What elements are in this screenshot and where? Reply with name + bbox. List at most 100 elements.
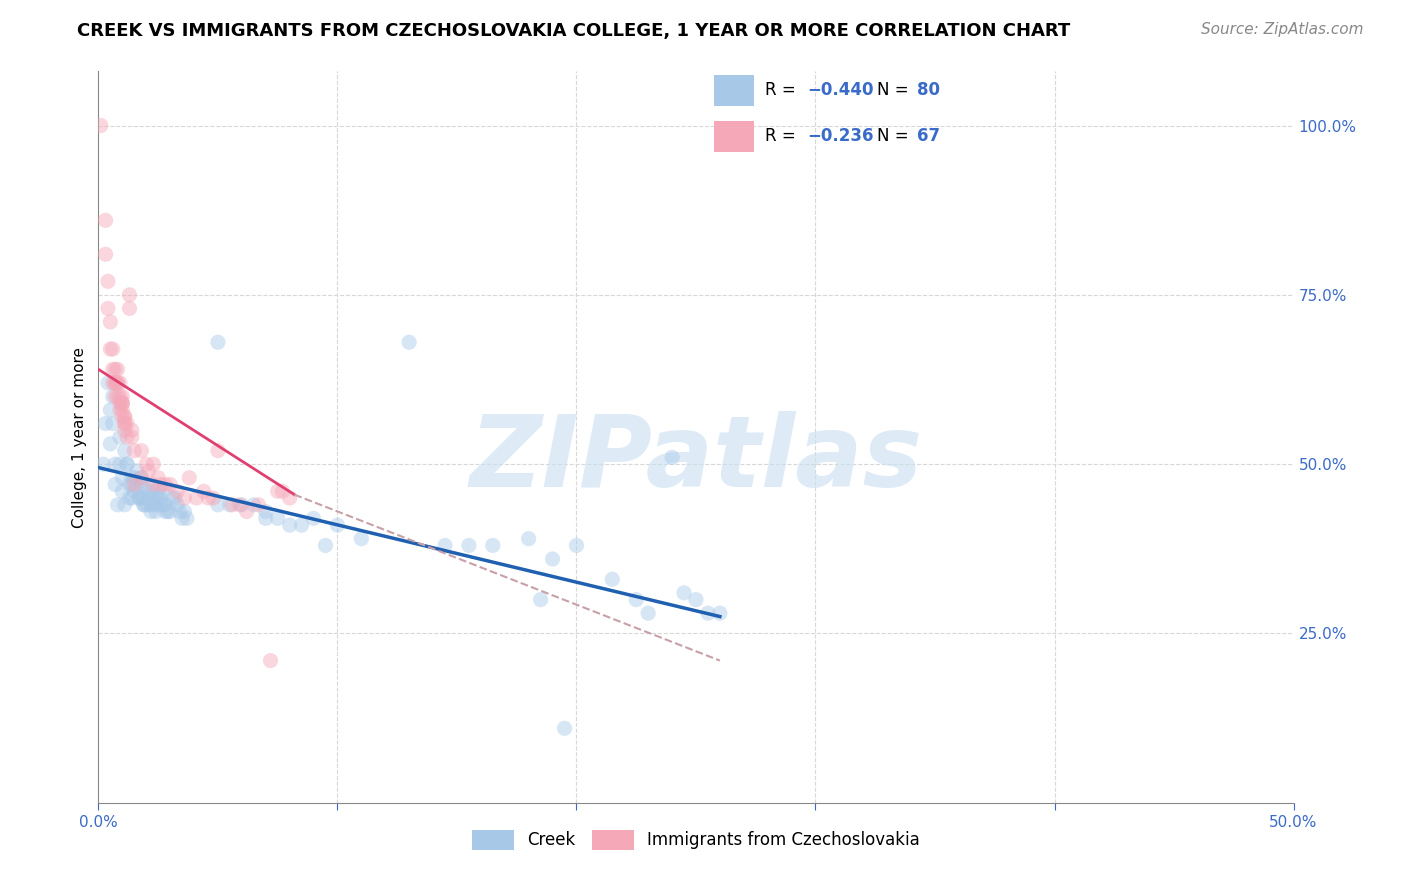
Point [124, 443, 146, 458]
Point [530, 592, 553, 607]
Point [118, 491, 141, 505]
Point [228, 498, 250, 512]
Point [118, 477, 141, 491]
Legend: Creek, Immigrants from Czechoslovakia: Creek, Immigrants from Czechoslovakia [465, 823, 927, 856]
Point [709, 606, 731, 620]
Point [481, 538, 505, 552]
Point [128, 491, 150, 505]
Point [131, 491, 153, 505]
Point [104, 376, 127, 390]
Point [104, 389, 127, 403]
Point [231, 498, 253, 512]
Text: N =: N = [877, 81, 914, 99]
Point [685, 592, 707, 607]
Text: R =: R = [765, 128, 801, 145]
Point [554, 721, 576, 735]
Point [139, 505, 162, 519]
Point [115, 417, 138, 431]
Point [149, 498, 172, 512]
Text: −0.236: −0.236 [807, 128, 873, 145]
Point [315, 538, 337, 552]
Text: R =: R = [765, 81, 801, 99]
Point [94, 247, 117, 261]
Text: N =: N = [877, 128, 914, 145]
Point [186, 491, 208, 505]
Point [207, 335, 229, 350]
Point [142, 498, 165, 512]
Point [626, 592, 648, 607]
Point [149, 491, 172, 505]
Point [132, 498, 155, 512]
Point [121, 423, 143, 437]
Point [221, 498, 243, 512]
Point [302, 511, 325, 525]
Point [107, 362, 129, 376]
Point [149, 477, 172, 491]
Point [114, 417, 136, 431]
Point [350, 532, 373, 546]
Point [111, 471, 134, 485]
Point [114, 443, 136, 458]
Point [207, 498, 229, 512]
Bar [714, 75, 754, 105]
Point [94, 417, 117, 431]
Point [166, 484, 188, 499]
Point [121, 430, 143, 444]
Point [115, 457, 138, 471]
Point [145, 498, 167, 512]
Point [163, 491, 186, 505]
Point [398, 335, 420, 350]
Point [155, 477, 177, 491]
Point [98, 437, 122, 451]
Point [114, 498, 136, 512]
Point [114, 409, 136, 424]
Point [202, 491, 225, 505]
Point [142, 484, 165, 499]
Point [124, 471, 146, 485]
Point [138, 484, 160, 499]
Point [104, 362, 127, 376]
Point [132, 491, 155, 505]
Point [97, 376, 120, 390]
Text: ZIPatlas: ZIPatlas [470, 410, 922, 508]
Point [124, 477, 146, 491]
Point [108, 403, 131, 417]
Point [138, 491, 160, 505]
Point [145, 505, 167, 519]
Point [155, 505, 177, 519]
Point [98, 315, 122, 329]
Point [107, 376, 129, 390]
Point [101, 376, 124, 390]
Point [173, 491, 195, 505]
Point [108, 457, 131, 471]
Point [125, 464, 148, 478]
Point [111, 396, 134, 410]
Point [108, 389, 131, 403]
Point [254, 511, 277, 525]
Point [101, 417, 124, 431]
Point [458, 538, 481, 552]
Point [104, 376, 127, 390]
Point [94, 213, 117, 227]
Text: 67: 67 [917, 128, 939, 145]
Point [118, 301, 141, 316]
Point [176, 511, 198, 525]
Point [138, 464, 160, 478]
Point [219, 498, 242, 512]
Text: Source: ZipAtlas.com: Source: ZipAtlas.com [1201, 22, 1364, 37]
Point [247, 498, 270, 512]
Point [107, 389, 129, 403]
Point [107, 498, 129, 512]
Point [159, 505, 181, 519]
Point [101, 342, 124, 356]
Point [104, 457, 127, 471]
Y-axis label: College, 1 year or more: College, 1 year or more [72, 347, 87, 527]
Point [114, 409, 136, 424]
Point [121, 477, 143, 491]
Point [602, 572, 624, 586]
Point [131, 471, 153, 485]
Point [673, 586, 696, 600]
Point [142, 457, 165, 471]
Point [115, 457, 138, 471]
Point [139, 498, 162, 512]
